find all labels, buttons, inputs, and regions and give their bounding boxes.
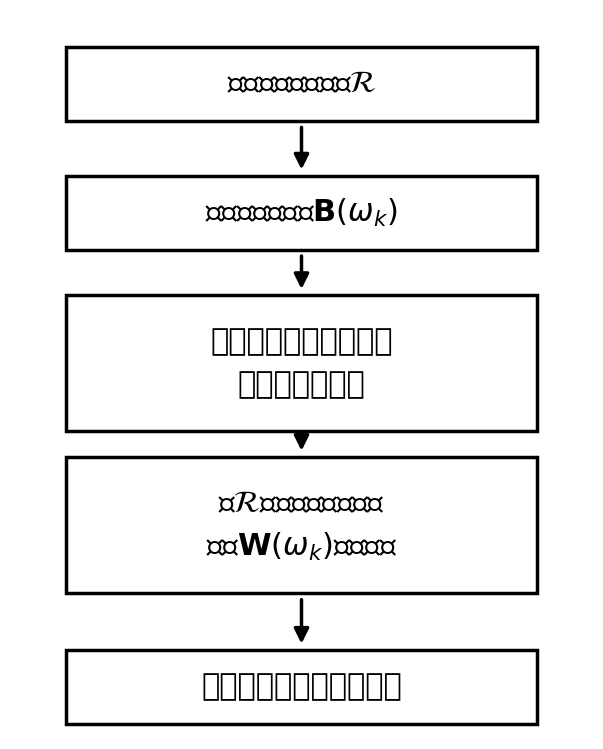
Text: 多目标优化模型: 多目标优化模型	[238, 370, 365, 399]
Text: 获取目标矩阵集合$\mathcal{R}$: 获取目标矩阵集合$\mathcal{R}$	[227, 70, 376, 99]
Text: 构造非正交联合对角化: 构造非正交联合对角化	[210, 327, 393, 357]
FancyBboxPatch shape	[66, 457, 537, 593]
Text: 对$\mathcal{R}$每个频点上的分离: 对$\mathcal{R}$每个频点上的分离	[218, 489, 385, 518]
FancyBboxPatch shape	[66, 295, 537, 431]
Text: 获取时域源信号的估计值: 获取时域源信号的估计值	[201, 673, 402, 701]
FancyBboxPatch shape	[66, 176, 537, 249]
Text: 矩阵$\mathbf{W}(\omega_k)$进行估计: 矩阵$\mathbf{W}(\omega_k)$进行估计	[206, 530, 397, 562]
Text: 构造对角化矩阵$\mathbf{B}(\omega_k)$: 构造对角化矩阵$\mathbf{B}(\omega_k)$	[205, 197, 398, 229]
FancyBboxPatch shape	[66, 47, 537, 121]
FancyBboxPatch shape	[66, 650, 537, 724]
